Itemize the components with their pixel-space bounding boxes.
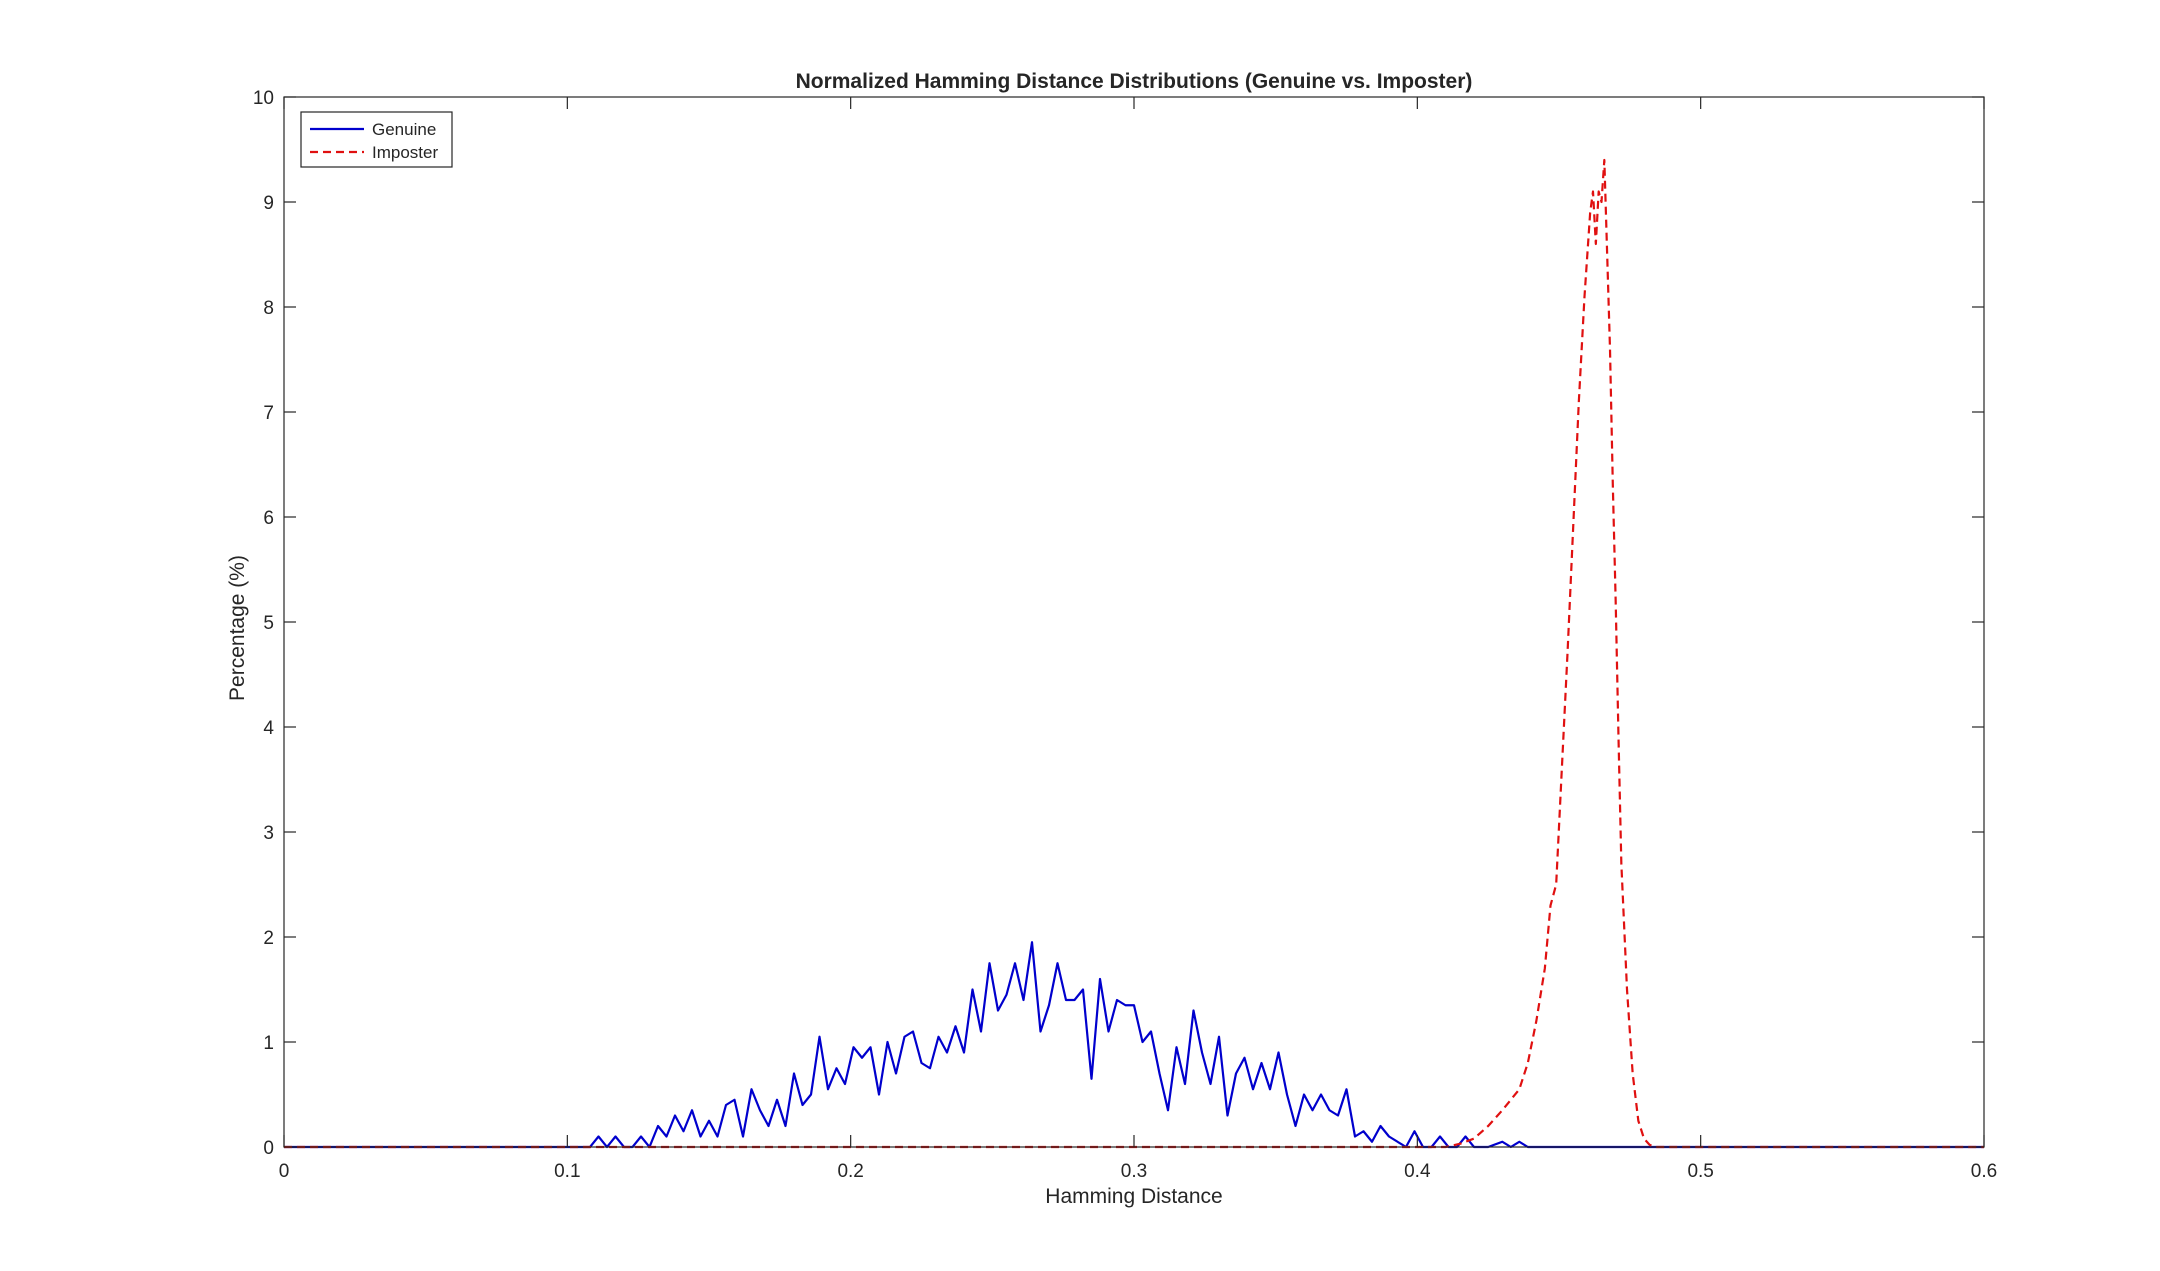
- y-tick-label: 2: [263, 928, 274, 949]
- series-layer: [284, 158, 1984, 1149]
- x-tick-label: 0.6: [1971, 1161, 1997, 1182]
- y-tick-label: 3: [263, 823, 274, 844]
- series-line-genuine: [284, 941, 1984, 1149]
- series-line-imposter: [284, 158, 1984, 1149]
- y-tick-label: 10: [253, 88, 274, 109]
- y-tick-label: 8: [263, 298, 274, 319]
- chart-title: Normalized Hamming Distance Distribution…: [796, 70, 1473, 93]
- legend-box: [300, 111, 453, 168]
- y-tick-label: 5: [263, 613, 274, 634]
- y-tick-label: 1: [263, 1033, 274, 1054]
- x-tick-label: 0.2: [837, 1161, 863, 1182]
- plot-area: [284, 97, 1984, 1147]
- x-tick-label: 0: [279, 1161, 290, 1182]
- plot-background: [284, 97, 1984, 1147]
- x-tick-label: 0.5: [1687, 1161, 1713, 1182]
- x-axis-label: Hamming Distance: [1045, 1185, 1222, 1208]
- y-axis-label: Percentage (%): [226, 555, 249, 701]
- y-tick-label: 6: [263, 508, 274, 529]
- x-tick-label: 0.3: [1121, 1161, 1147, 1182]
- y-tick-label: 4: [263, 718, 274, 739]
- legend-label-genuine: Genuine: [372, 120, 436, 139]
- y-tick-label: 7: [263, 403, 274, 424]
- axes-layer: 0 0.1 0.2 0.3 0.4 0.5 0.6 0 1 2 3 4 5 6 7 8 9 10: [253, 88, 1997, 1182]
- x-tick-label: 0.1: [554, 1161, 580, 1182]
- legend[interactable]: Genuine Imposter: [300, 111, 453, 168]
- x-tick-label: 0.4: [1404, 1161, 1431, 1182]
- y-tick-label: 0: [263, 1138, 274, 1159]
- legend-label-imposter: Imposter: [372, 143, 438, 162]
- y-tick-label: 9: [263, 193, 274, 214]
